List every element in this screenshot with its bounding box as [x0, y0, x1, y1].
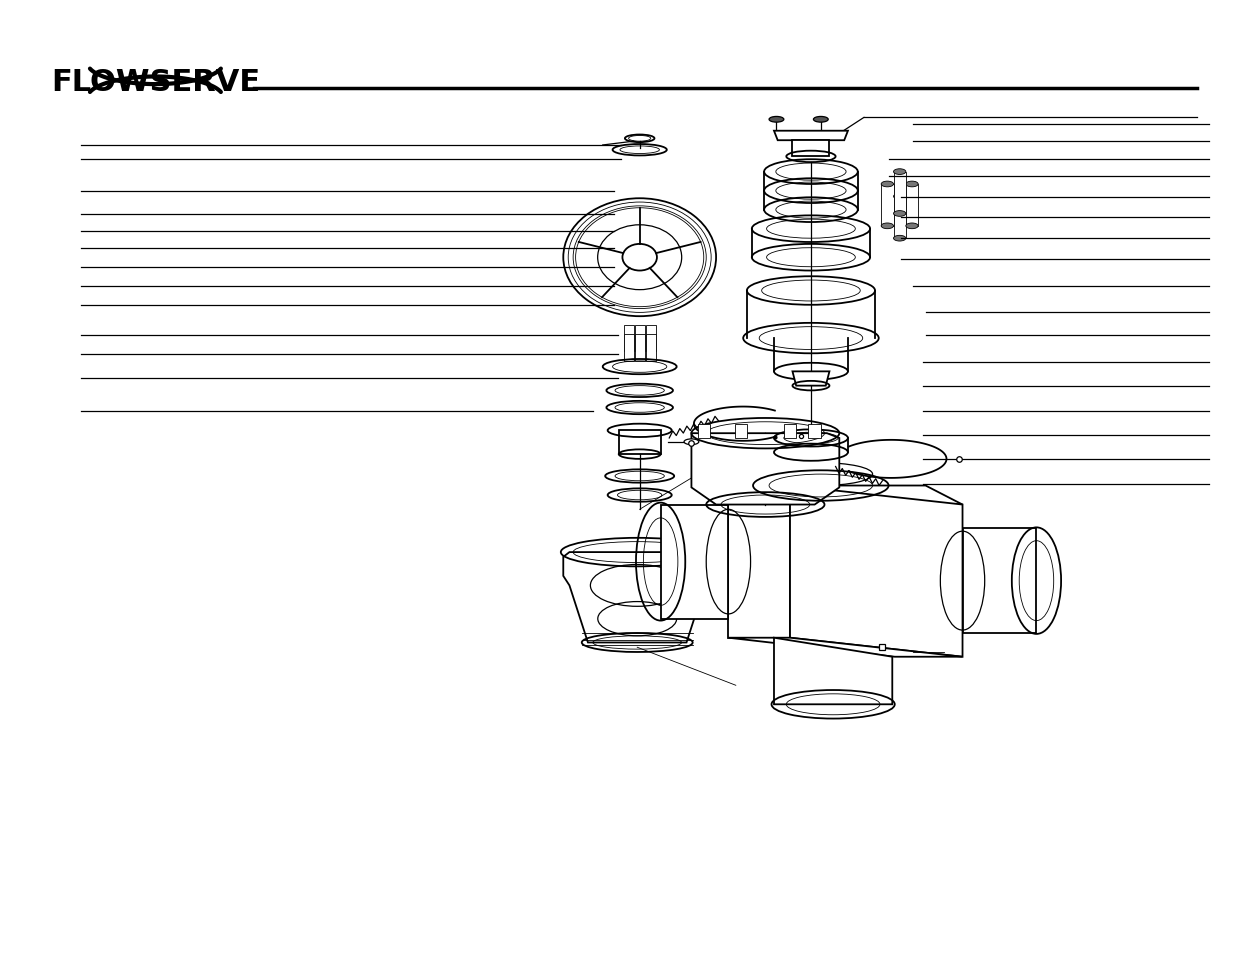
Polygon shape	[692, 434, 840, 505]
Polygon shape	[790, 486, 962, 657]
Polygon shape	[893, 172, 905, 214]
Polygon shape	[882, 185, 893, 227]
Polygon shape	[624, 325, 634, 352]
Ellipse shape	[882, 182, 893, 188]
Polygon shape	[793, 372, 830, 386]
Ellipse shape	[814, 117, 829, 123]
Polygon shape	[893, 197, 905, 239]
Ellipse shape	[893, 194, 905, 200]
Polygon shape	[624, 335, 634, 361]
Polygon shape	[729, 486, 790, 639]
Polygon shape	[619, 431, 661, 455]
Polygon shape	[563, 553, 711, 642]
Ellipse shape	[882, 224, 893, 230]
Text: FLOWSERVE: FLOWSERVE	[51, 68, 261, 96]
Ellipse shape	[893, 236, 905, 242]
Polygon shape	[962, 529, 1036, 634]
Ellipse shape	[893, 170, 905, 175]
Polygon shape	[784, 424, 797, 438]
Polygon shape	[809, 424, 821, 438]
Polygon shape	[905, 185, 918, 227]
Polygon shape	[635, 325, 645, 352]
Polygon shape	[635, 335, 645, 361]
Ellipse shape	[905, 182, 918, 188]
Ellipse shape	[905, 224, 918, 230]
Polygon shape	[729, 639, 962, 657]
Polygon shape	[774, 132, 848, 141]
Ellipse shape	[769, 117, 784, 123]
Polygon shape	[793, 141, 830, 157]
Polygon shape	[735, 424, 747, 438]
Polygon shape	[661, 505, 729, 619]
Polygon shape	[698, 424, 710, 438]
Polygon shape	[774, 639, 892, 704]
Ellipse shape	[893, 212, 905, 217]
Ellipse shape	[684, 439, 699, 445]
Polygon shape	[646, 335, 656, 361]
Polygon shape	[646, 325, 656, 352]
Polygon shape	[729, 486, 962, 505]
